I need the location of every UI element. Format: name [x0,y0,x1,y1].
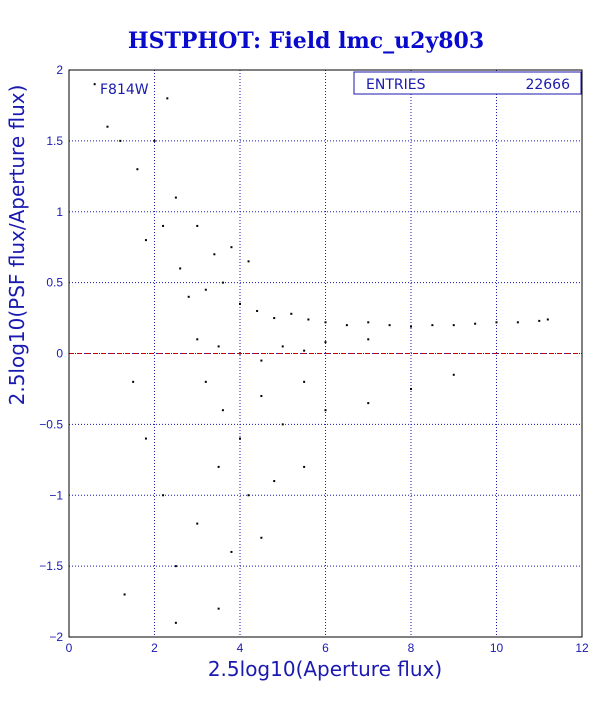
data-point [324,321,327,324]
data-point [303,380,306,383]
data-point [452,373,455,376]
stats-value: 22666 [525,77,570,93]
data-point [93,83,96,86]
data-point [204,380,207,383]
data-point [174,196,177,199]
x-tick-label: 0 [66,641,73,655]
stats-box [353,71,582,95]
x-tick-label: 2 [151,641,158,655]
data-point [516,321,519,324]
data-point [204,288,207,291]
y-tick-label: −2 [49,630,63,644]
data-point [217,607,220,610]
data-point [474,322,477,325]
y-tick-label: 1.5 [46,134,63,148]
data-point [153,139,156,142]
data-point [256,309,259,312]
data-point [546,318,549,321]
data-point [303,349,306,352]
data-point [281,423,284,426]
x-tick-label: 6 [322,641,329,655]
data-point [162,224,165,227]
data-point [388,324,391,327]
data-point [144,437,147,440]
data-point [247,260,250,263]
data-point [217,465,220,468]
y-tick-label: −0.5 [39,417,63,431]
data-point [324,409,327,412]
data-point [260,395,263,398]
data-point [187,295,190,298]
data-point [174,565,177,568]
data-point [221,409,224,412]
data-point [174,621,177,624]
data-point [495,321,498,324]
data-point [196,338,199,341]
data-point [144,239,147,242]
y-axis-title: 2.5log10(PSF flux/Aperture flux) [5,85,29,406]
data-point [303,465,306,468]
data-point [230,550,233,553]
filter-label: F814W [100,82,149,98]
data-point [217,345,220,348]
x-tick-label: 4 [237,641,244,655]
data-point [324,341,327,344]
data-point [260,536,263,539]
data-point [230,246,233,249]
data-point [119,139,122,142]
data-point [273,480,276,483]
chart-title: HSTPHOT: Field lmc_u2y803 [128,28,484,54]
data-point [166,97,169,100]
data-point [247,494,250,497]
data-point [196,224,199,227]
data-point [367,321,370,324]
x-tick-label: 10 [490,641,504,655]
data-point [410,325,412,328]
data-point [290,312,293,315]
data-point [213,253,216,256]
data-point [281,345,284,348]
data-point [367,402,370,405]
data-point [345,324,348,327]
data-point [239,437,241,440]
y-tick-label: −1 [49,488,63,502]
data-point [307,318,310,321]
x-axis-title: 2.5log10(Aperture flux) [208,657,442,681]
data-point [132,380,135,383]
data-point [136,168,139,171]
y-tick-labels: −2 −1.5 −1 −0.5 0 0.5 1 1.5 2 [39,63,63,644]
y-tick-label: 0 [56,347,63,361]
y-tick-label: 0.5 [46,276,63,290]
x-tick-label: 12 [575,641,589,655]
x-tick-labels: 0 2 4 6 8 10 12 [66,641,589,655]
y-tick-label: −1.5 [39,559,63,573]
data-point [410,387,412,390]
data-point [162,494,165,497]
data-point [123,593,126,596]
data-point [273,317,276,320]
data-points [93,83,549,624]
data-point [538,319,541,322]
data-point [106,125,109,128]
stats-label: ENTRIES [366,77,426,93]
data-point [367,338,370,341]
x-tick-label: 8 [408,641,415,655]
plot-frame [68,69,583,638]
data-point [221,281,224,284]
data-point [179,267,182,270]
data-point [260,359,263,362]
y-tick-label: 1 [56,205,63,219]
data-point [452,324,455,327]
data-point [239,302,241,305]
y-tick-label: 2 [56,63,63,77]
data-point [196,522,199,525]
data-point [431,324,434,327]
